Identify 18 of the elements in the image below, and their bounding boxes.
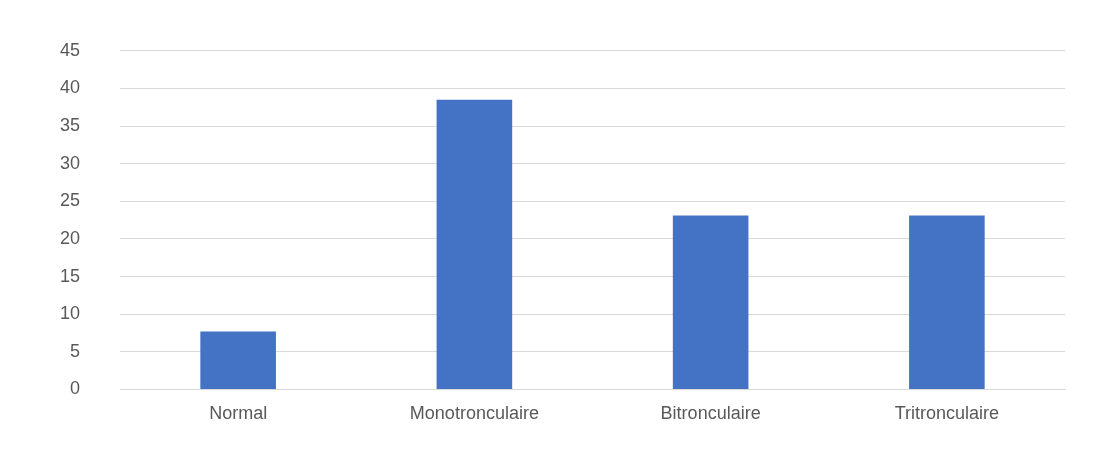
y-tick-label: 10	[59, 303, 81, 324]
x-tick-label: Bitronculaire	[660, 403, 761, 424]
bar	[436, 99, 513, 389]
y-tick-label: 25	[59, 190, 81, 211]
y-tick-label: 35	[59, 115, 81, 136]
bar	[909, 215, 985, 389]
x-tick-label: Monotronculaire	[409, 403, 539, 424]
y-tick-label: 45	[59, 39, 81, 60]
x-tick-label: Tritronculaire	[894, 403, 1000, 424]
y-tick-label: 0	[70, 378, 81, 399]
y-tick-label: 30	[59, 152, 81, 173]
y-tick-label: 20	[59, 227, 81, 248]
y-tick-label: 40	[59, 77, 81, 98]
y-tick-label: 15	[59, 265, 81, 286]
y-tick-label: 5	[70, 340, 81, 361]
bar	[672, 215, 749, 389]
x-tick-label: Normal	[209, 403, 268, 424]
bar	[200, 331, 276, 389]
